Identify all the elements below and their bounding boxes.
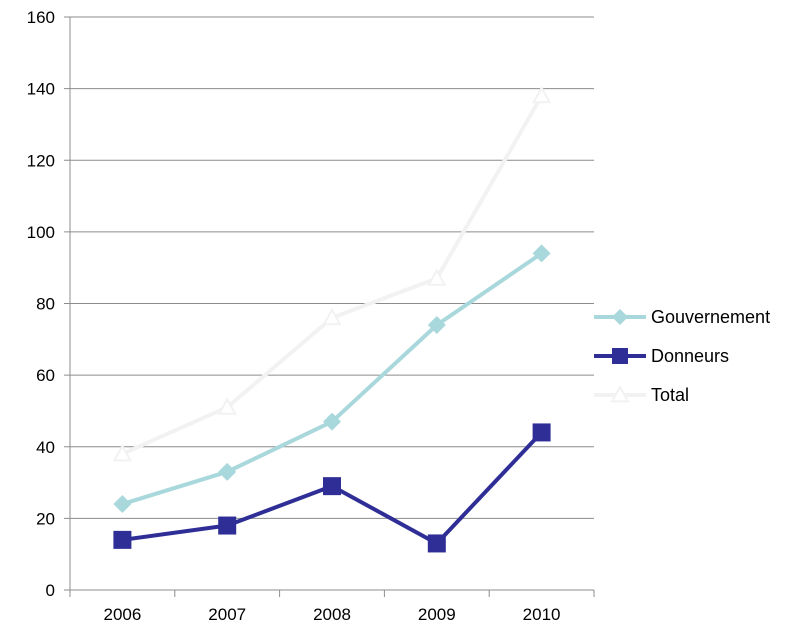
series-group [112, 85, 552, 553]
series-line [121, 251, 543, 506]
data-point [531, 85, 552, 104]
y-tick-label: 40 [36, 438, 55, 457]
y-tick-label: 20 [36, 509, 55, 528]
legend-label: Total [651, 385, 689, 405]
data-point [427, 268, 447, 286]
y-tick-label: 60 [36, 366, 55, 385]
data-point [113, 530, 132, 549]
gridlines [70, 16, 594, 519]
x-tick-label: 2009 [418, 605, 456, 624]
series-line [121, 94, 544, 456]
y-tick-label: 120 [27, 151, 55, 170]
data-point [427, 315, 446, 334]
x-tick-label: 2007 [208, 605, 246, 624]
legend-label: Donneurs [651, 346, 729, 366]
data-point [532, 423, 551, 442]
y-tick-label: 100 [27, 223, 55, 242]
y-tick-label: 160 [27, 8, 55, 27]
x-tick-label: 2006 [103, 605, 141, 624]
data-point [427, 534, 446, 553]
x-tick-label: 2008 [313, 605, 351, 624]
data-point [217, 397, 237, 415]
data-point [218, 516, 237, 535]
legend-swatch-marker [612, 348, 628, 364]
y-tick-label: 140 [27, 80, 55, 99]
x-tick-label: 2010 [523, 605, 561, 624]
legend: Gouvernement Donneurs Total [594, 307, 770, 405]
data-point [218, 462, 237, 481]
legend-item: Gouvernement [594, 307, 770, 327]
legend-swatch-marker [612, 309, 628, 325]
legend-label: Gouvernement [651, 307, 770, 327]
data-point [322, 307, 342, 326]
series-gouvernement [113, 244, 551, 514]
data-point [113, 495, 132, 514]
y-tick-label: 80 [36, 295, 55, 314]
y-tick-label: 0 [46, 581, 55, 600]
data-point [112, 443, 133, 462]
tick-labels: 0 20 40 60 80 100 120 140 160 2006 2007 2008 2009 201… [27, 8, 561, 624]
data-point [323, 412, 341, 431]
legend-item: Total [594, 384, 689, 405]
series-donneurs [113, 423, 551, 553]
legend-swatch-marker [610, 384, 630, 403]
legend-item: Donneurs [594, 346, 729, 366]
data-point [532, 244, 551, 263]
data-point [323, 477, 341, 496]
axes [64, 16, 595, 597]
series-total [112, 85, 552, 462]
